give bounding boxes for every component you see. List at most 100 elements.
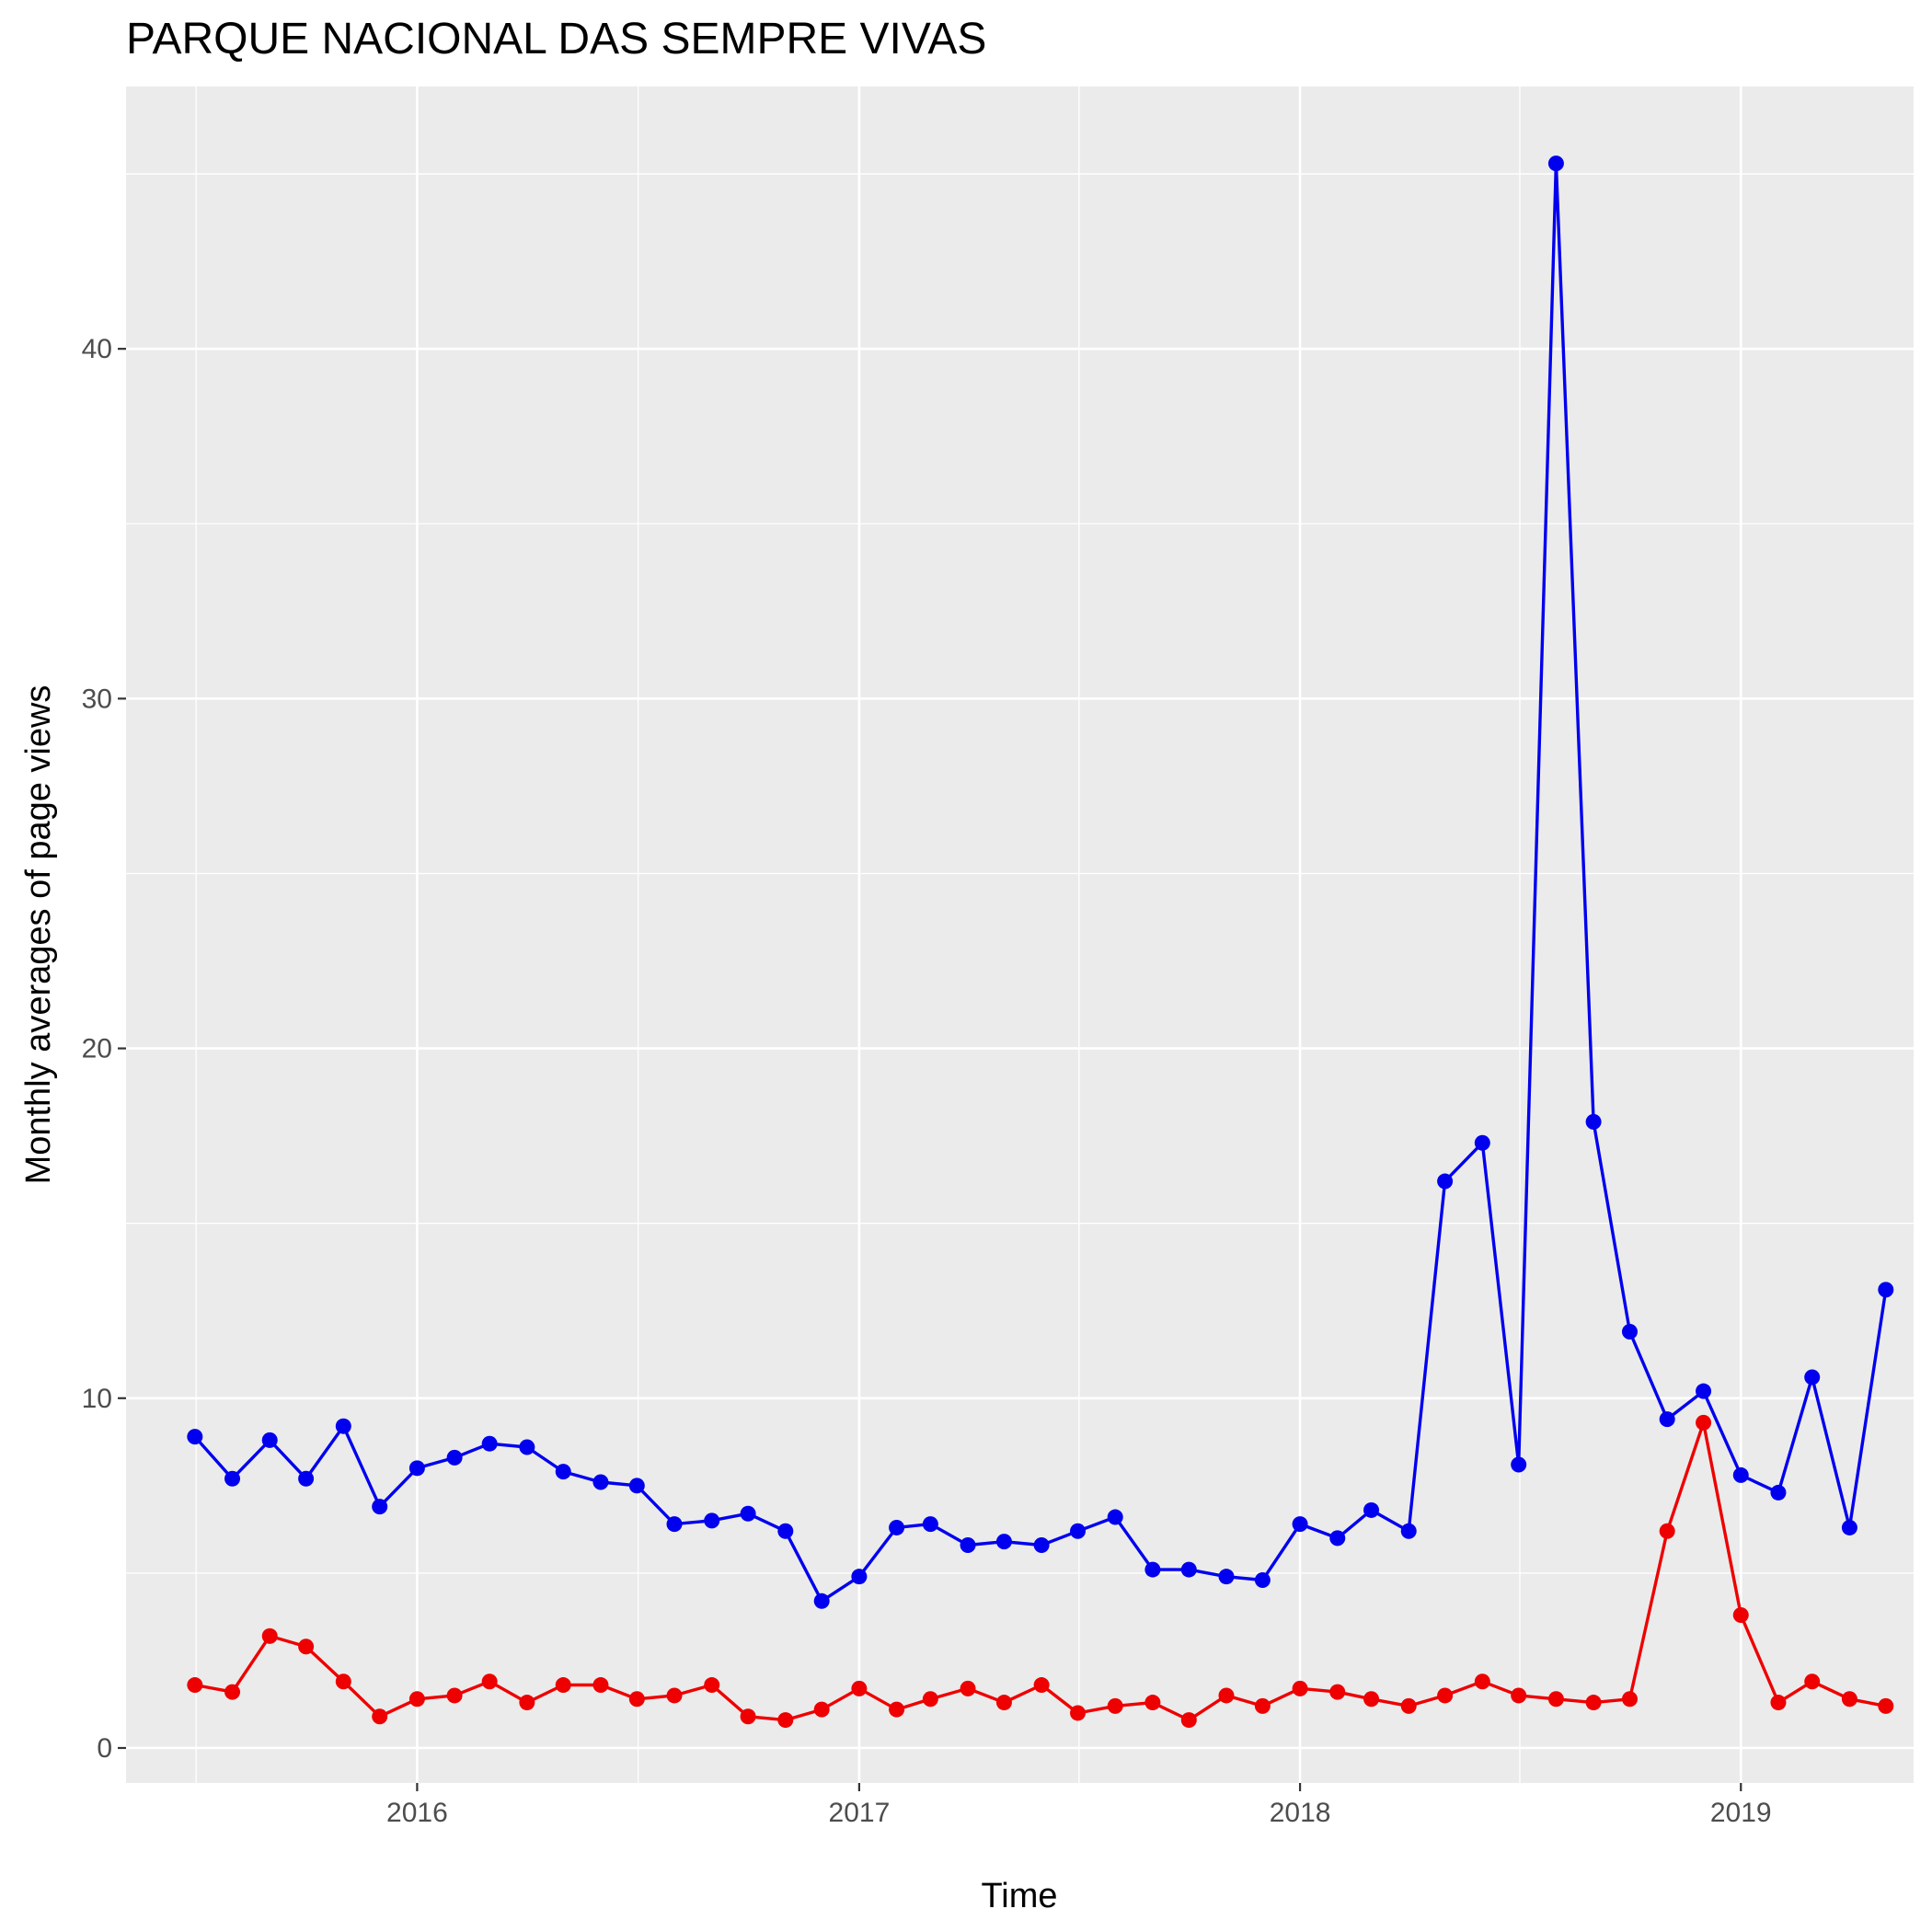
series-1-point <box>519 1439 535 1455</box>
series-1-point <box>1437 1173 1454 1190</box>
series-2-point <box>1033 1677 1050 1694</box>
series-2-point <box>960 1680 976 1696</box>
series-2-point <box>298 1639 315 1655</box>
series-2-point <box>666 1687 683 1704</box>
series-1-point <box>555 1464 571 1480</box>
x-axis: 2016 2017 2018 2019 <box>386 1783 1772 1828</box>
series-2-point <box>813 1701 830 1718</box>
series-2-point <box>1400 1697 1417 1714</box>
series-2-point <box>922 1691 938 1708</box>
series-2-point <box>1437 1687 1454 1704</box>
series-2-point <box>335 1673 351 1690</box>
series-1-point <box>1770 1484 1787 1501</box>
series-2-point <box>1659 1523 1675 1539</box>
plot-panel <box>126 86 1914 1783</box>
series-2-point <box>1547 1691 1564 1708</box>
series-2-point <box>1292 1680 1308 1696</box>
series-1-point <box>1218 1569 1235 1585</box>
x-axis-title: Time <box>981 1877 1057 1915</box>
series-1-point <box>889 1519 905 1535</box>
series-1-point <box>298 1470 315 1487</box>
y-tick-label: 20 <box>82 1034 112 1064</box>
series-2-point <box>1696 1414 1712 1431</box>
series-2-point <box>1329 1684 1346 1700</box>
series-2-point <box>1070 1705 1087 1721</box>
series-1-point <box>995 1534 1012 1550</box>
y-tick-label: 40 <box>82 334 112 364</box>
series-1-point <box>922 1516 938 1533</box>
series-1-point <box>187 1429 203 1445</box>
series-2-point <box>1144 1695 1161 1711</box>
y-tick-label: 10 <box>82 1384 112 1414</box>
series-1-point <box>372 1499 388 1515</box>
series-1-point <box>960 1536 976 1553</box>
series-2-point <box>1804 1673 1821 1690</box>
series-2-point <box>372 1708 388 1725</box>
y-tick-label: 0 <box>97 1733 112 1764</box>
series-2-point <box>187 1677 203 1694</box>
series-1-point <box>851 1569 868 1585</box>
series-1-point <box>1144 1561 1161 1578</box>
series-1-point <box>408 1460 425 1477</box>
series-1-point <box>1732 1466 1749 1483</box>
series-1-point <box>1696 1383 1712 1399</box>
series-2-point <box>592 1677 609 1694</box>
series-2-point <box>1180 1712 1197 1729</box>
series-1-point <box>1659 1411 1675 1428</box>
series-2-point <box>1585 1695 1602 1711</box>
series-1-point <box>1511 1456 1527 1473</box>
series-2-point <box>1770 1695 1787 1711</box>
series-1-point <box>224 1470 241 1487</box>
series-1-point <box>481 1435 498 1452</box>
series-2-point <box>777 1712 794 1729</box>
series-1-point <box>1585 1113 1602 1130</box>
series-1-point <box>813 1593 830 1609</box>
series-2-point <box>704 1677 720 1694</box>
x-tick-label: 2016 <box>386 1798 448 1828</box>
series-2-point <box>1511 1687 1527 1704</box>
series-1-point <box>1254 1571 1271 1588</box>
series-1-point <box>1107 1509 1123 1525</box>
series-2-point <box>519 1695 535 1711</box>
series-2-point <box>889 1701 905 1718</box>
chart-title: PARQUE NACIONAL DAS SEMPRE VIVAS <box>126 15 986 63</box>
series-1-point <box>1363 1501 1380 1518</box>
y-axis-title: Monthly averages of page views <box>19 685 58 1185</box>
series-2-point <box>224 1684 241 1700</box>
series-2-point <box>1107 1697 1123 1714</box>
x-tick-label: 2017 <box>829 1798 891 1828</box>
series-1-point <box>446 1449 463 1466</box>
series-1-point <box>1621 1324 1638 1340</box>
series-2-point <box>1254 1697 1271 1714</box>
series-1-point <box>628 1478 645 1494</box>
series-1-point <box>1292 1516 1308 1533</box>
data-series <box>187 155 1894 1729</box>
series-2-point <box>446 1687 463 1704</box>
series-1-point <box>1070 1523 1087 1539</box>
series-1-point <box>740 1505 756 1522</box>
series-2-point <box>1878 1697 1894 1714</box>
series-1-point <box>592 1474 609 1490</box>
series-1-point <box>1329 1530 1346 1547</box>
x-tick-label: 2019 <box>1710 1798 1772 1828</box>
series-2-point <box>481 1673 498 1690</box>
series-1-point <box>704 1512 720 1529</box>
series-1-point <box>1033 1536 1050 1553</box>
series-2-point <box>1218 1687 1235 1704</box>
series-2-point <box>1732 1607 1749 1624</box>
y-tick-label: 30 <box>82 684 112 714</box>
series-1-point <box>1400 1523 1417 1539</box>
series-1-point <box>1180 1561 1197 1578</box>
series-2-point <box>1474 1673 1490 1690</box>
minor-gridlines <box>126 86 1914 1783</box>
series-2-point <box>1621 1691 1638 1708</box>
series-2-point <box>740 1708 756 1725</box>
series-2-point <box>628 1691 645 1708</box>
series-1-point <box>1804 1369 1821 1386</box>
series-1-point <box>261 1432 278 1448</box>
series-2-point <box>851 1680 868 1696</box>
series-1-point <box>1841 1519 1857 1535</box>
series-1-point <box>335 1418 351 1434</box>
series-2-point <box>1841 1691 1857 1708</box>
